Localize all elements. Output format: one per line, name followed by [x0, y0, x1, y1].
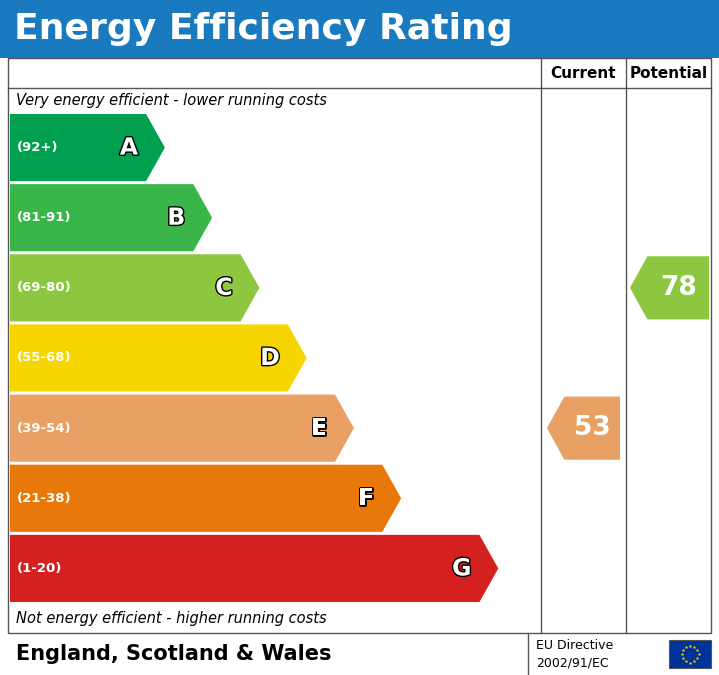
Polygon shape — [10, 254, 260, 321]
Text: (21-38): (21-38) — [17, 492, 72, 505]
Polygon shape — [10, 464, 401, 532]
Text: Potential: Potential — [629, 65, 707, 80]
Text: A: A — [120, 136, 138, 159]
Text: England, Scotland & Wales: England, Scotland & Wales — [16, 644, 331, 664]
Text: 53: 53 — [574, 415, 610, 441]
Text: G: G — [452, 556, 472, 580]
Bar — [0, 0, 719, 58]
Polygon shape — [547, 397, 620, 460]
Text: (81-91): (81-91) — [17, 211, 71, 224]
Text: (69-80): (69-80) — [17, 281, 72, 294]
Polygon shape — [10, 535, 498, 602]
Polygon shape — [630, 256, 709, 319]
Polygon shape — [10, 395, 354, 462]
Polygon shape — [10, 325, 306, 392]
Text: E: E — [311, 416, 327, 440]
Bar — [669, 640, 711, 668]
Text: (55-68): (55-68) — [17, 352, 72, 364]
Text: Current: Current — [551, 65, 616, 80]
Text: Energy Efficiency Rating: Energy Efficiency Rating — [14, 12, 513, 46]
Text: Not energy efficient - higher running costs: Not energy efficient - higher running co… — [16, 612, 326, 626]
Text: C: C — [215, 276, 232, 300]
Text: (92+): (92+) — [17, 141, 58, 154]
Bar — [8, 58, 711, 633]
Text: F: F — [358, 486, 375, 510]
Text: (1-20): (1-20) — [17, 562, 63, 575]
Polygon shape — [10, 114, 165, 181]
Text: B: B — [168, 206, 186, 230]
Text: (39-54): (39-54) — [17, 422, 72, 435]
Polygon shape — [10, 184, 212, 251]
Text: Very energy efficient - lower running costs: Very energy efficient - lower running co… — [16, 94, 327, 109]
Text: 78: 78 — [660, 275, 697, 301]
Text: EU Directive
2002/91/EC: EU Directive 2002/91/EC — [536, 639, 613, 669]
Text: D: D — [260, 346, 280, 370]
